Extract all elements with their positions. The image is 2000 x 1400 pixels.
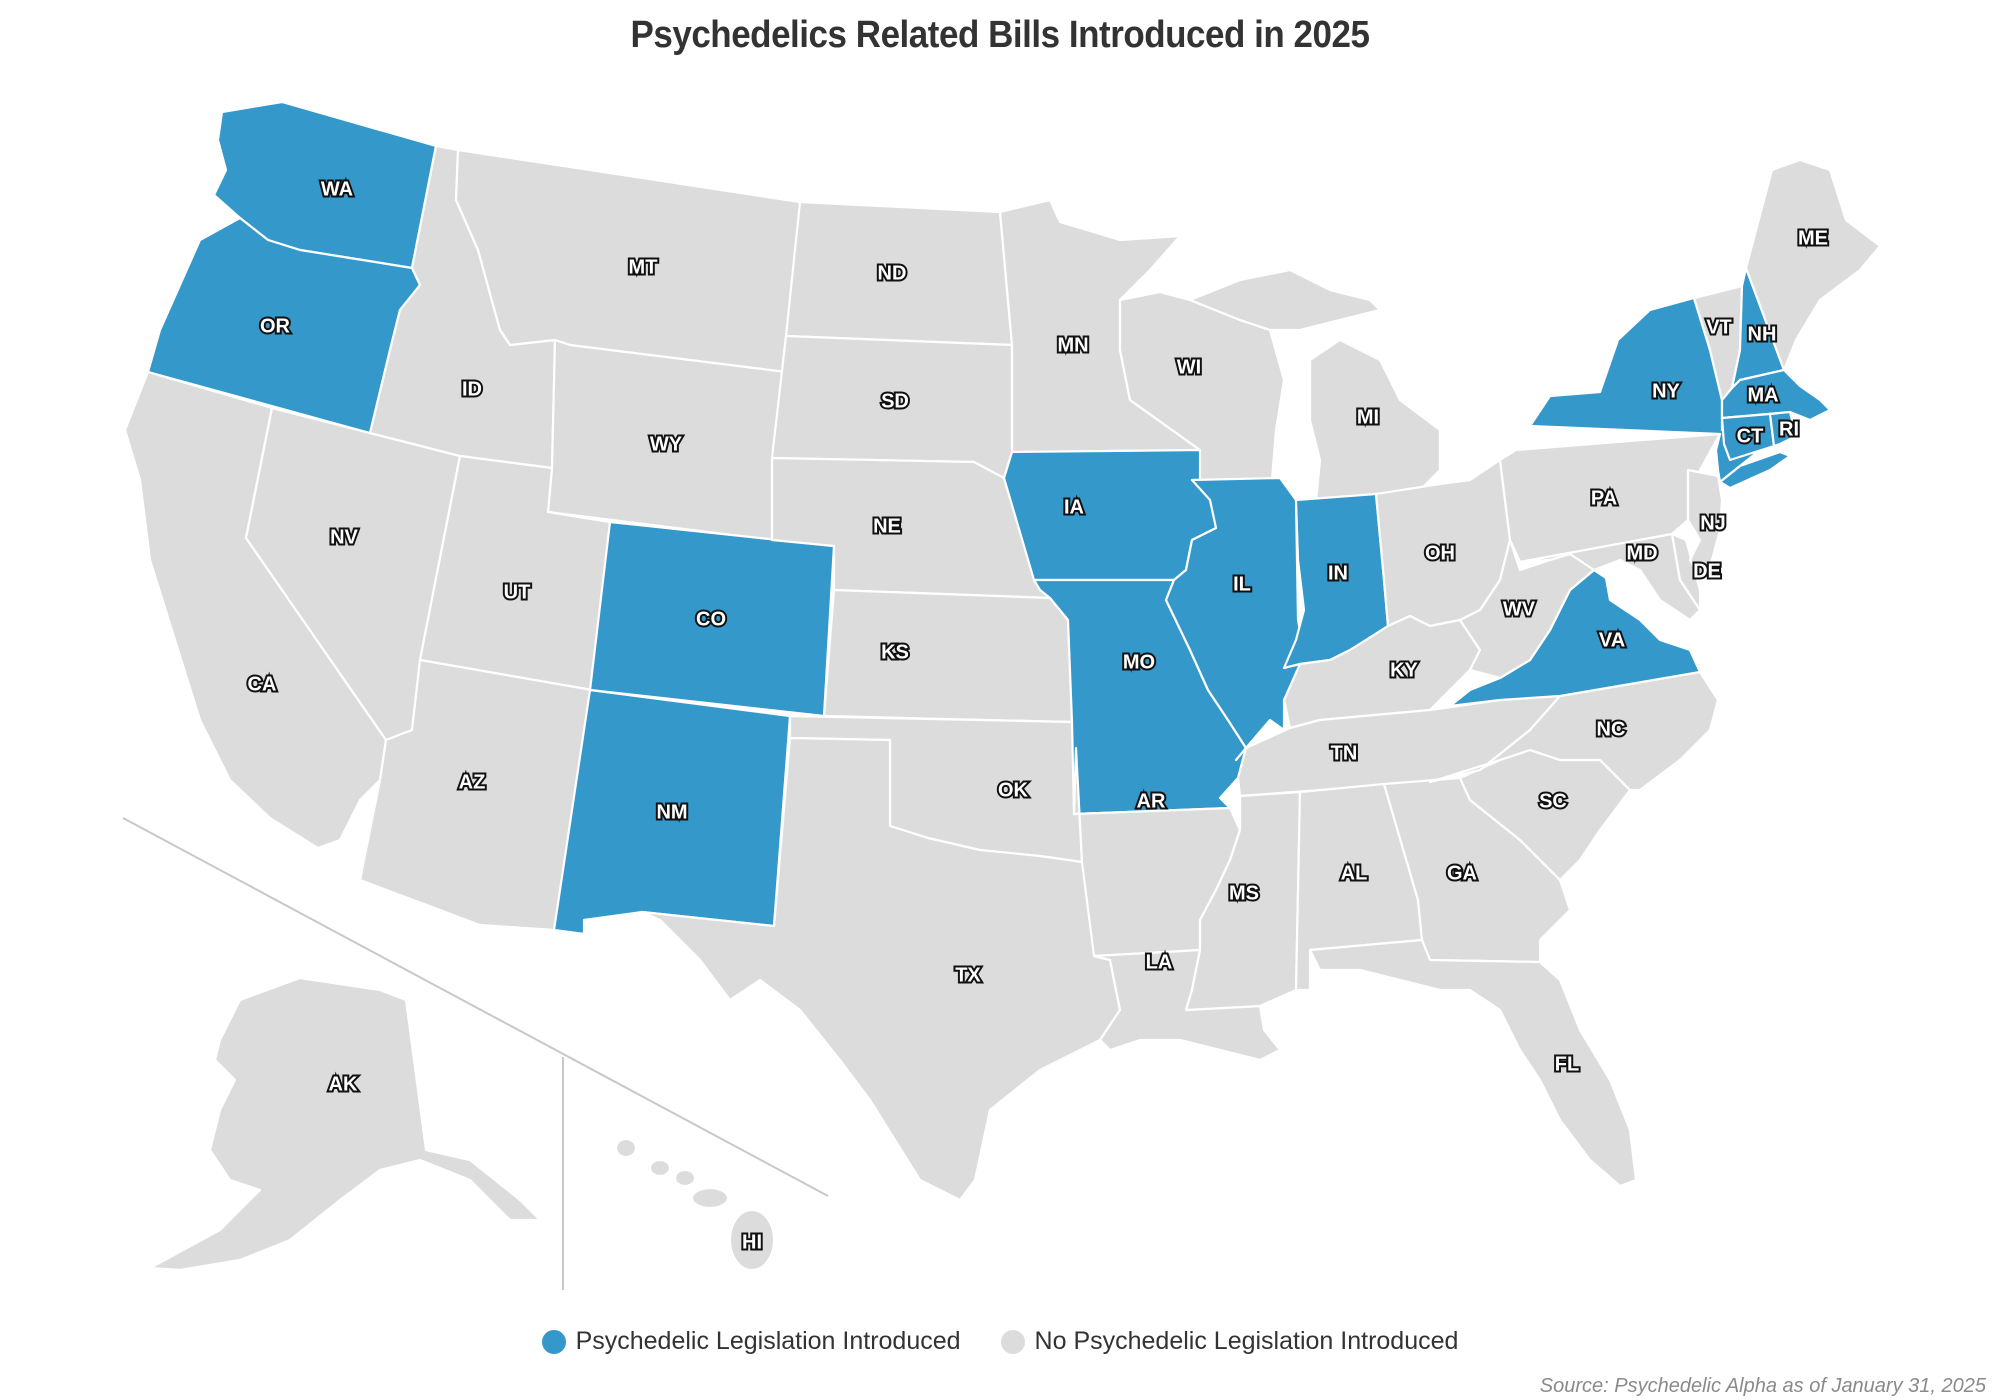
label-AL: AL xyxy=(1341,862,1368,884)
legend-label-introduced: Psychedelic Legislation Introduced xyxy=(575,1327,961,1355)
label-NE: NE xyxy=(873,515,901,537)
label-MN: MN xyxy=(1057,334,1088,356)
state-CT[interactable] xyxy=(1720,412,1776,462)
state-HI-island[interactable] xyxy=(690,1186,730,1210)
state-NC[interactable] xyxy=(1428,670,1720,792)
label-UT: UT xyxy=(504,581,531,603)
label-NJ: NJ xyxy=(1700,512,1726,534)
state-TX[interactable] xyxy=(640,736,1122,1202)
legend-item-not-introduced[interactable]: No Psychedelic Legislation Introduced xyxy=(1000,1327,1459,1356)
state-MI-upper[interactable] xyxy=(1188,268,1382,332)
label-NM: NM xyxy=(656,801,687,823)
legend-label-not-introduced: No Psychedelic Legislation Introduced xyxy=(1034,1327,1459,1355)
inset-divider-diagonal xyxy=(122,817,829,1197)
label-CO: CO xyxy=(696,608,726,630)
source-note: Source: Psychedelic Alpha as of January … xyxy=(1539,1375,1986,1397)
label-VT: VT xyxy=(1706,316,1732,338)
label-NY: NY xyxy=(1652,380,1680,402)
label-ID: ID xyxy=(462,378,482,400)
state-RI[interactable] xyxy=(1768,410,1798,448)
label-NH: NH xyxy=(1748,323,1777,345)
label-AR: AR xyxy=(1137,790,1166,812)
label-MD: MD xyxy=(1626,542,1657,564)
state-DE[interactable] xyxy=(1670,532,1702,612)
state-HI-island[interactable] xyxy=(614,1137,638,1159)
label-GA: GA xyxy=(1447,862,1477,884)
label-RI: RI xyxy=(1779,418,1799,440)
state-labels: WA OR CA NV ID MT WY UT AZ CO NM ND SD N… xyxy=(246,176,1830,1255)
legend-dot-not-introduced-icon xyxy=(1000,1329,1025,1354)
label-NV: NV xyxy=(330,526,358,548)
label-SC: SC xyxy=(1539,790,1567,812)
label-TN: TN xyxy=(1331,742,1358,764)
label-CT: CT xyxy=(1737,425,1764,447)
label-MI: MI xyxy=(1357,406,1379,428)
label-WY: WY xyxy=(650,433,683,455)
state-NY-long-island[interactable] xyxy=(1718,450,1792,490)
label-SD: SD xyxy=(881,390,909,412)
label-KY: KY xyxy=(1390,659,1418,681)
state-MI[interactable] xyxy=(1308,338,1442,504)
label-IL: IL xyxy=(1233,573,1251,595)
map-title: Psychedelics Related Bills Introduced in… xyxy=(630,14,1370,56)
state-HI[interactable] xyxy=(728,1208,776,1272)
state-ME[interactable] xyxy=(1744,158,1882,372)
label-MT: MT xyxy=(629,256,658,278)
label-LA: LA xyxy=(1146,951,1173,973)
state-KS[interactable] xyxy=(822,588,1074,724)
label-PA: PA xyxy=(1591,487,1617,509)
label-MS: MS xyxy=(1229,882,1259,904)
state-HI-island[interactable] xyxy=(648,1158,672,1178)
label-KS: KS xyxy=(881,641,909,663)
state-NJ[interactable] xyxy=(1686,468,1724,582)
label-ME: ME xyxy=(1798,227,1828,249)
legend: Psychedelic Legislation Introduced No Ps… xyxy=(0,1327,2000,1356)
state-NM[interactable] xyxy=(552,688,792,936)
label-DE: DE xyxy=(1693,560,1721,582)
label-TX: TX xyxy=(955,964,981,986)
label-IA: IA xyxy=(1064,496,1084,518)
state-HI-island[interactable] xyxy=(673,1168,697,1188)
label-WA: WA xyxy=(321,178,353,200)
label-HI: HI xyxy=(742,1231,762,1253)
label-VA: VA xyxy=(1599,629,1625,651)
label-OK: OK xyxy=(998,779,1029,801)
label-CA: CA xyxy=(248,673,277,695)
label-IN: IN xyxy=(1328,562,1348,584)
state-FL[interactable] xyxy=(1308,938,1638,1188)
label-MO: MO xyxy=(1123,651,1155,673)
label-ND: ND xyxy=(878,262,907,284)
legend-dot-introduced-icon xyxy=(541,1329,566,1354)
label-WI: WI xyxy=(1177,356,1201,378)
legend-item-introduced[interactable]: Psychedelic Legislation Introduced xyxy=(541,1327,961,1356)
label-MA: MA xyxy=(1747,384,1778,406)
state-AK[interactable] xyxy=(148,976,542,1272)
label-WV: WV xyxy=(1503,598,1536,620)
label-AZ: AZ xyxy=(459,771,486,793)
label-FL: FL xyxy=(1555,1053,1579,1075)
label-OR: OR xyxy=(260,315,291,337)
label-NC: NC xyxy=(1597,718,1626,740)
label-AK: AK xyxy=(329,1073,358,1095)
label-OH: OH xyxy=(1425,542,1455,564)
